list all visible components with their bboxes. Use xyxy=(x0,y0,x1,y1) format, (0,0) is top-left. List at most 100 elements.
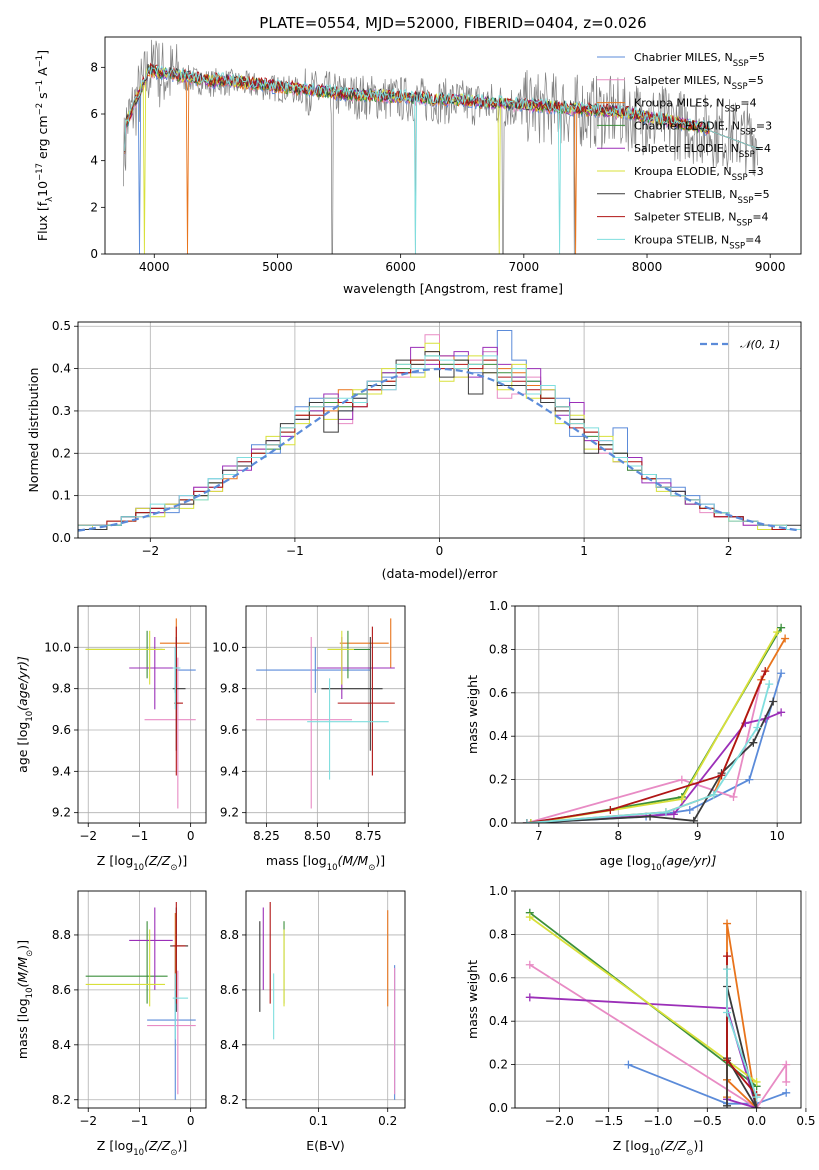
panel-6: −2 −1 08.28.48.68.8Z [log10(Z/Z⊙)]mass [lo… xyxy=(15,890,207,1158)
x-tick-label: 6000 xyxy=(385,260,416,274)
plus-marker xyxy=(782,1088,791,1097)
x-axis-label-part: 10 xyxy=(649,1148,660,1158)
x-tick-label: 10 xyxy=(770,829,785,843)
weight-line xyxy=(726,923,758,1108)
plus-marker xyxy=(782,1077,791,1086)
legend-entry: Chabrier MILES, NSSP=5 xyxy=(634,51,765,69)
x-tick-label: 8.25 xyxy=(253,829,280,843)
plus-marker xyxy=(661,808,670,817)
y-axis-label-part: ] xyxy=(35,50,50,55)
legend-entry: Kroupa STELIB, NSSP=4 xyxy=(634,233,761,251)
y-tick-label: 8.6 xyxy=(220,983,239,997)
y-axis-label-part: −2 xyxy=(35,103,45,116)
x-axis-label-part: mass [log xyxy=(266,853,327,868)
y-tick-label: 9.4 xyxy=(52,764,71,778)
y-tick-label: 8.2 xyxy=(52,1093,71,1107)
chart-title: PLATE=0554, MJD=52000, FIBERID=0404, z=0… xyxy=(259,14,646,32)
y-tick-label: 9.2 xyxy=(52,806,71,820)
x-axis-label-part: ⊙ xyxy=(686,1148,693,1158)
y-tick-label: 8.8 xyxy=(220,928,239,942)
plus-marker xyxy=(729,792,738,801)
y-tick-label: 1.0 xyxy=(489,599,508,613)
legend-entry-part: Salpeter STELIB, N xyxy=(634,211,736,224)
legend-entry-part: Salpeter ELODIE, N xyxy=(634,142,739,155)
legend-entry-part: =5 xyxy=(753,188,769,201)
x-axis-label-part: 10 xyxy=(133,1148,144,1158)
x-tick-label: −0.5 xyxy=(693,1114,722,1128)
weight-line xyxy=(529,996,758,1108)
x-axis-label: E(B-V) xyxy=(306,1138,345,1153)
x-axis-label-part: ⊙ xyxy=(170,863,177,873)
y-axis-label-part: (M/M xyxy=(15,957,30,988)
y-tick-label: 1.0 xyxy=(489,884,508,898)
x-tick-label: −2 xyxy=(79,829,97,843)
panel-3: −2 −1 09.29.49.69.810.0Z [log10(Z/Z⊙)]age … xyxy=(15,605,207,873)
y-tick-label: 0.2 xyxy=(489,773,508,787)
histograms xyxy=(78,330,801,538)
y-tick-label: 0 xyxy=(90,247,98,261)
x-axis-label: (data-model)/error xyxy=(382,566,499,581)
y-tick-label: 0.6 xyxy=(489,971,508,985)
x-axis-label: Z [log10(Z/Z⊙)] xyxy=(97,1138,187,1158)
y-axis-label-part: −1 xyxy=(35,55,45,68)
legend-entry-part: Kroupa ELODIE, N xyxy=(634,165,732,178)
plus-marker xyxy=(677,795,686,804)
legend-entry: Chabrier STELIB, NSSP=5 xyxy=(634,188,770,206)
x-tick-label: −2 xyxy=(141,544,159,558)
axes-frame xyxy=(245,890,406,1109)
legend-entry-part: SSP xyxy=(729,241,745,251)
x-tick-label: −1.0 xyxy=(643,1114,672,1128)
x-axis-label-part: age [log xyxy=(600,853,651,868)
x-axis-label-part: Z [log xyxy=(97,853,133,868)
errorbars xyxy=(259,901,396,1100)
x-tick-label: −2 xyxy=(79,1114,97,1128)
x-tick-label: 2 xyxy=(725,544,733,558)
x-axis-label-part: (Z/Z xyxy=(144,853,171,868)
x-axis-label-part: Z [log xyxy=(613,1138,649,1153)
x-tick-label: 0.5 xyxy=(796,1114,815,1128)
x-axis-label-part: (Z/Z xyxy=(660,1138,687,1153)
y-tick-label: 4 xyxy=(90,154,98,168)
y-tick-label: 0.0 xyxy=(489,816,508,830)
weight-line xyxy=(529,916,758,1083)
y-tick-label: 9.8 xyxy=(220,682,239,696)
plus-marker xyxy=(685,805,694,814)
legend-entry-part: SSP xyxy=(724,105,740,115)
y-tick-label: 9.6 xyxy=(220,723,239,737)
x-tick-label: −1.5 xyxy=(594,1114,623,1128)
y-tick-label: 0.5 xyxy=(52,319,71,333)
axes-frame xyxy=(514,890,802,1109)
plus-marker xyxy=(777,708,786,717)
plus-marker xyxy=(777,623,786,632)
x-tick-label: 1 xyxy=(580,544,588,558)
x-axis-label-part: )] xyxy=(177,1138,187,1153)
legend-entry-part: Chabrier STELIB, N xyxy=(634,188,738,201)
plus-marker xyxy=(525,913,534,922)
y-tick-label: 6 xyxy=(90,107,98,121)
plus-marker xyxy=(723,952,732,961)
weight-line xyxy=(529,964,788,1108)
y-tick-label: 8.2 xyxy=(220,1093,239,1107)
x-tick-label: 4000 xyxy=(139,260,170,274)
plus-marker xyxy=(525,993,534,1002)
x-axis-label: Z [log10(Z/Z⊙)] xyxy=(97,853,187,873)
legend-entry-part: =4 xyxy=(745,233,761,246)
x-axis-label-part: ⊙ xyxy=(368,863,375,873)
axes-frame xyxy=(77,890,207,1109)
y-axis-label: mass [log10(M/M⊙)] xyxy=(15,940,35,1059)
panel-8: −2.0 −1.5 −1.0 −0.5 0.0 0.5 0.0 0.2 0.4 0.6 0.8 1.0… xyxy=(465,884,815,1158)
axes-frame xyxy=(77,605,207,824)
y-tick-label: 0.8 xyxy=(489,927,508,941)
x-axis-label-part: )] xyxy=(177,853,187,868)
y-axis-label-part: 10 xyxy=(25,987,35,998)
legend-entry-part: =5 xyxy=(749,51,765,64)
y-tick-label: 10.0 xyxy=(212,640,239,654)
x-axis-label-part: (M/M xyxy=(338,853,369,868)
plus-marker xyxy=(765,680,774,689)
y-axis-label-part: s xyxy=(35,92,50,103)
y-tick-label: 0.0 xyxy=(52,531,71,545)
plus-marker xyxy=(689,816,698,823)
y-axis-label-part: λ xyxy=(45,197,55,202)
plus-marker xyxy=(782,1060,791,1069)
x-tick-label: 0.0 xyxy=(747,1114,766,1128)
